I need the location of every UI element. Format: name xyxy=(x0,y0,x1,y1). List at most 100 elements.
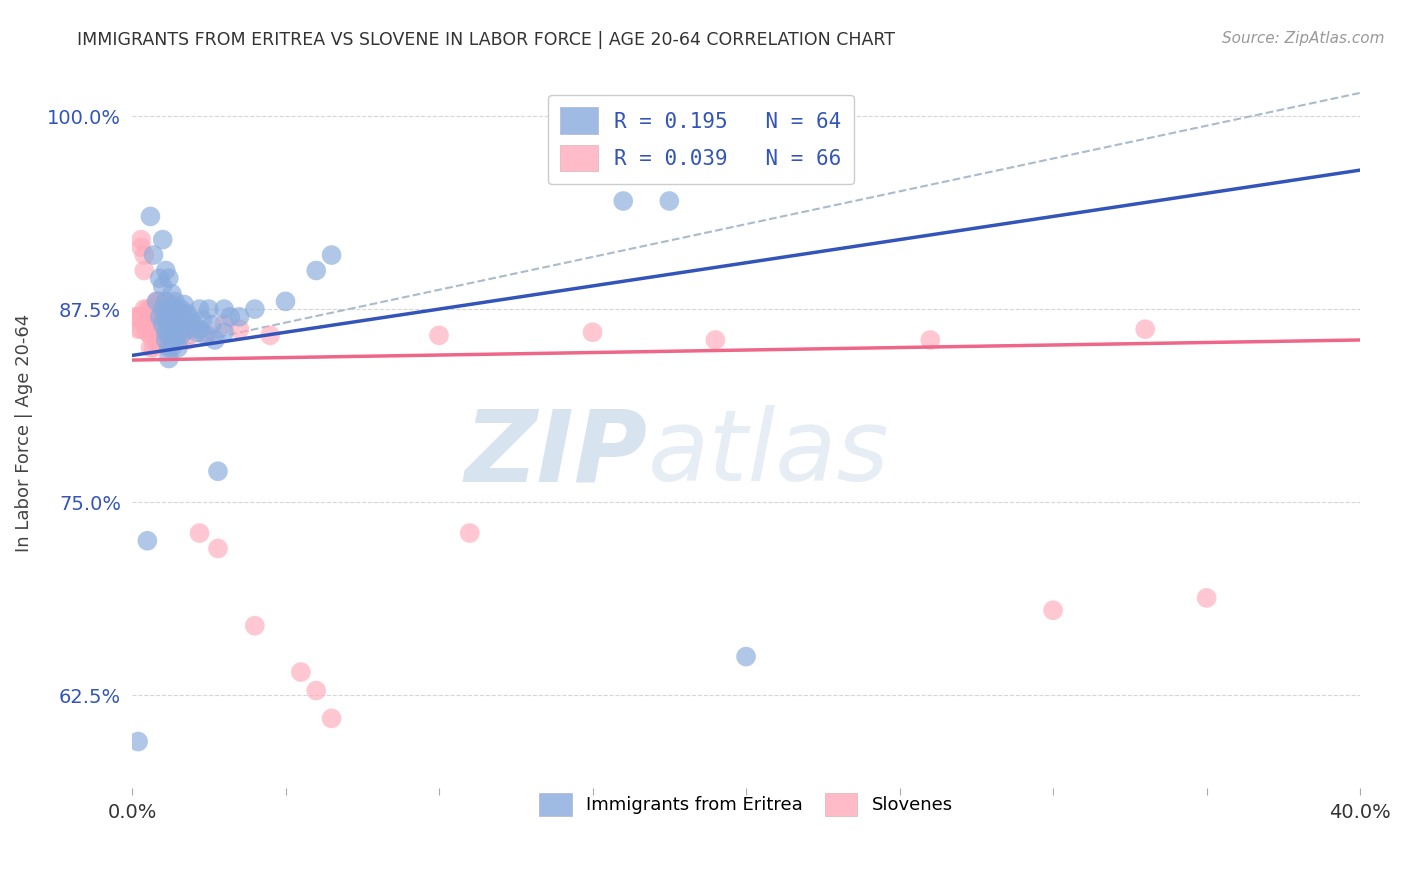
Point xyxy=(191,313,214,327)
Point xyxy=(163,294,186,309)
Point xyxy=(160,302,183,317)
Point xyxy=(163,307,186,321)
Text: IMMIGRANTS FROM ERITREA VS SLOVENE IN LABOR FORCE | AGE 20-64 CORRELATION CHART: IMMIGRANTS FROM ERITREA VS SLOVENE IN LA… xyxy=(77,31,896,49)
Point xyxy=(160,286,183,301)
Point xyxy=(176,322,198,336)
Point xyxy=(149,310,172,324)
Point xyxy=(136,302,159,317)
Point xyxy=(129,310,152,324)
Point xyxy=(149,271,172,285)
Point xyxy=(1195,591,1218,605)
Point xyxy=(212,325,235,339)
Point xyxy=(290,665,312,679)
Point xyxy=(155,263,177,277)
Text: ZIP: ZIP xyxy=(465,406,648,502)
Point xyxy=(173,318,195,332)
Point xyxy=(188,526,211,541)
Point xyxy=(183,318,205,332)
Point xyxy=(149,310,172,324)
Point xyxy=(152,325,174,339)
Point xyxy=(155,333,177,347)
Point xyxy=(129,322,152,336)
Point xyxy=(160,318,183,332)
Point xyxy=(427,328,450,343)
Point xyxy=(157,318,180,332)
Point xyxy=(194,328,217,343)
Point xyxy=(142,341,165,355)
Point xyxy=(170,313,193,327)
Point xyxy=(167,302,190,317)
Point xyxy=(920,333,942,347)
Point xyxy=(134,248,156,262)
Point xyxy=(581,325,603,339)
Point xyxy=(149,322,172,336)
Point xyxy=(145,337,167,351)
Point xyxy=(134,263,156,277)
Point xyxy=(157,328,180,343)
Point xyxy=(243,618,266,632)
Point xyxy=(305,263,328,277)
Point xyxy=(735,649,758,664)
Point xyxy=(152,313,174,327)
Point xyxy=(129,240,152,254)
Point xyxy=(129,233,152,247)
Point xyxy=(142,302,165,317)
Point xyxy=(142,318,165,332)
Point xyxy=(155,313,177,327)
Point xyxy=(167,333,190,347)
Point xyxy=(139,341,162,355)
Point xyxy=(157,271,180,285)
Point xyxy=(145,294,167,309)
Point xyxy=(612,194,634,208)
Point xyxy=(160,297,183,311)
Point xyxy=(155,325,177,339)
Point xyxy=(134,318,156,332)
Point xyxy=(152,279,174,293)
Point xyxy=(188,322,211,336)
Point xyxy=(139,302,162,317)
Point xyxy=(176,307,198,321)
Text: atlas: atlas xyxy=(648,406,890,502)
Point xyxy=(321,248,343,262)
Point xyxy=(170,302,193,317)
Point xyxy=(274,294,297,309)
Point xyxy=(228,322,250,336)
Point xyxy=(179,313,201,327)
Point xyxy=(176,333,198,347)
Point xyxy=(160,318,183,332)
Point xyxy=(170,307,193,321)
Point xyxy=(157,302,180,317)
Point xyxy=(207,464,229,478)
Point xyxy=(658,194,681,208)
Point xyxy=(704,333,727,347)
Point xyxy=(149,337,172,351)
Point xyxy=(157,341,180,355)
Point xyxy=(127,734,149,748)
Point xyxy=(173,313,195,327)
Point xyxy=(157,318,180,332)
Point xyxy=(170,328,193,343)
Point xyxy=(139,328,162,343)
Point xyxy=(134,302,156,317)
Point xyxy=(152,302,174,317)
Text: Source: ZipAtlas.com: Source: ZipAtlas.com xyxy=(1222,31,1385,46)
Point xyxy=(167,341,190,355)
Point xyxy=(212,318,235,332)
Point xyxy=(127,322,149,336)
Point xyxy=(305,683,328,698)
Point xyxy=(1135,322,1157,336)
Point xyxy=(155,310,177,324)
Point xyxy=(136,313,159,327)
Point xyxy=(197,302,219,317)
Point xyxy=(157,351,180,366)
Point xyxy=(149,294,172,309)
Point xyxy=(219,310,242,324)
Point xyxy=(157,302,180,317)
Point xyxy=(204,333,226,347)
Point xyxy=(1042,603,1064,617)
Point xyxy=(188,302,211,317)
Point xyxy=(197,328,219,343)
Point xyxy=(160,328,183,343)
Point xyxy=(155,294,177,309)
Point xyxy=(173,297,195,311)
